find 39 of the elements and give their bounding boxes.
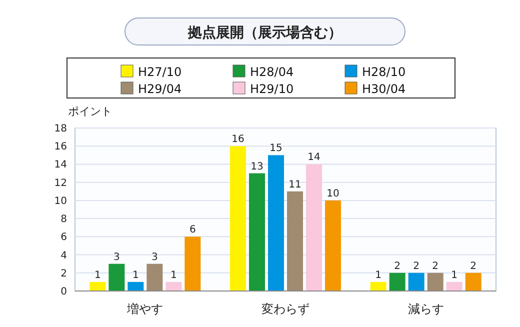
data-label: 11 <box>288 179 302 190</box>
data-label: 2 <box>413 260 420 272</box>
legend-label: H30/04 <box>362 82 406 96</box>
data-label: 16 <box>232 134 244 146</box>
data-label: 1 <box>94 270 101 281</box>
data-label: 1 <box>375 270 382 281</box>
y-tick-label: 0 <box>60 286 67 298</box>
y-tick-label: 14 <box>54 160 67 171</box>
data-label: 2 <box>394 260 401 272</box>
legend-label: H28/10 <box>362 65 406 79</box>
x-tick-label: 変わらず <box>262 302 310 316</box>
data-label: 1 <box>170 270 177 281</box>
legend-label: H27/10 <box>138 65 182 79</box>
data-label: 13 <box>250 161 264 172</box>
data-label: 14 <box>308 152 320 164</box>
data-label: 2 <box>470 260 477 272</box>
y-tick-label: 12 <box>54 178 67 189</box>
data-label: 1 <box>132 270 139 281</box>
y-tick-label: 18 <box>54 124 67 134</box>
data-label: 6 <box>189 224 196 236</box>
x-tick-label: 増やす <box>126 302 164 316</box>
y-tick-label: 2 <box>60 268 67 280</box>
x-tick-label: 減らす <box>408 302 444 316</box>
y-axis-title: ポイント <box>68 105 112 118</box>
y-tick-label: 6 <box>60 232 67 244</box>
data-label: 3 <box>151 252 158 263</box>
data-label: 10 <box>326 188 340 200</box>
data-label: 2 <box>432 260 439 272</box>
y-tick-label: 16 <box>54 142 67 153</box>
legend-label: H29/04 <box>138 82 182 96</box>
legend-label: H28/04 <box>250 65 294 79</box>
y-tick-label: 10 <box>54 196 67 207</box>
data-label: 15 <box>270 143 282 154</box>
legend-label: H29/10 <box>250 82 294 96</box>
data-label: 1 <box>451 270 458 281</box>
data-label: 3 <box>113 252 120 263</box>
y-tick-label: 4 <box>60 250 67 262</box>
y-tick-label: 8 <box>60 214 67 226</box>
chart-title: 拠点展開（展示場含む） <box>187 25 342 41</box>
